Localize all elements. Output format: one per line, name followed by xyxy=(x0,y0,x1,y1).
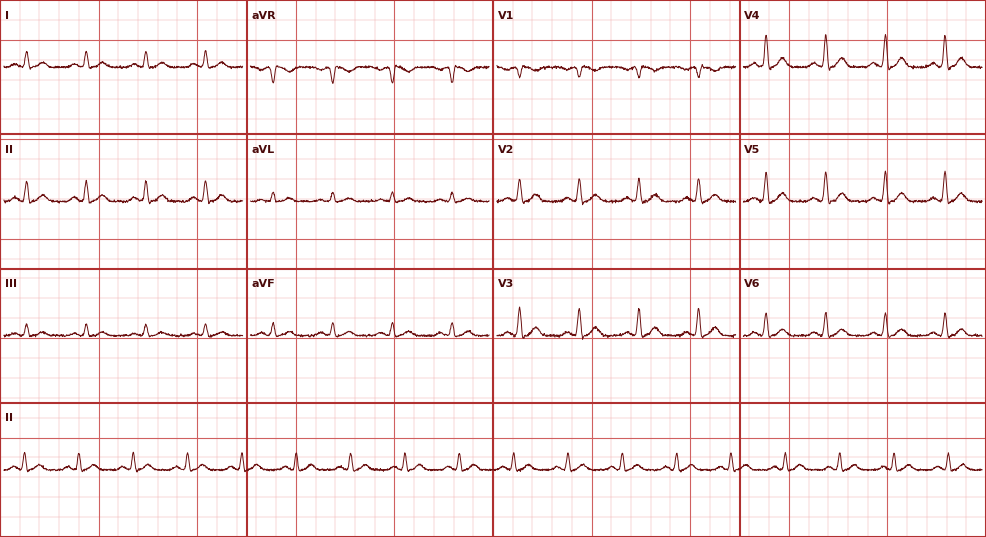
Text: I: I xyxy=(5,11,9,21)
Text: aVF: aVF xyxy=(251,279,275,289)
Text: aVR: aVR xyxy=(251,11,276,21)
Text: V5: V5 xyxy=(744,145,760,155)
Text: V1: V1 xyxy=(498,11,515,21)
Text: III: III xyxy=(5,279,17,289)
Text: V4: V4 xyxy=(744,11,761,21)
Text: II: II xyxy=(5,145,13,155)
Text: V3: V3 xyxy=(498,279,514,289)
Text: aVL: aVL xyxy=(251,145,274,155)
Text: II: II xyxy=(5,413,13,424)
Text: V2: V2 xyxy=(498,145,515,155)
Text: V6: V6 xyxy=(744,279,761,289)
